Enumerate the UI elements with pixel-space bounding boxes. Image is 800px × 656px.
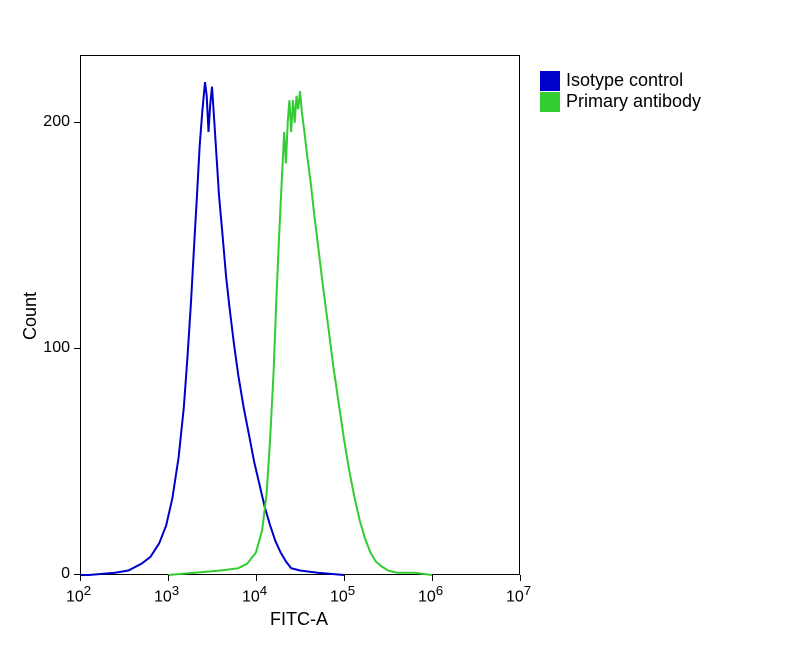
x-tick-label: 106 [418,583,443,606]
legend-item: Primary antibody [540,91,701,112]
x-tick-mark [432,575,433,581]
x-tick-label: 102 [66,583,91,606]
chart-container: Count FITC-A 0100200 102103104105106107 … [0,0,800,656]
legend-label: Isotype control [566,70,683,91]
x-tick-mark [256,575,257,581]
x-tick-mark [168,575,169,581]
y-tick-label: 200 [43,113,70,131]
x-tick-label: 107 [506,583,531,606]
legend-swatch [540,71,560,91]
legend-swatch [540,92,560,112]
x-tick-label: 105 [330,583,355,606]
y-tick-mark [74,348,80,349]
x-tick-mark [344,575,345,581]
x-tick-mark [520,575,521,581]
legend-item: Isotype control [540,70,701,91]
y-axis-label: Count [20,292,41,340]
legend: Isotype controlPrimary antibody [540,70,701,112]
x-tick-label: 103 [154,583,179,606]
y-tick-label: 100 [43,339,70,357]
series-line [168,91,432,575]
x-axis-label: FITC-A [270,609,328,630]
x-tick-label: 104 [242,583,267,606]
x-tick-mark [80,575,81,581]
y-tick-mark [74,122,80,123]
legend-label: Primary antibody [566,91,701,112]
series-line [80,82,344,575]
y-tick-label: 0 [61,565,70,583]
